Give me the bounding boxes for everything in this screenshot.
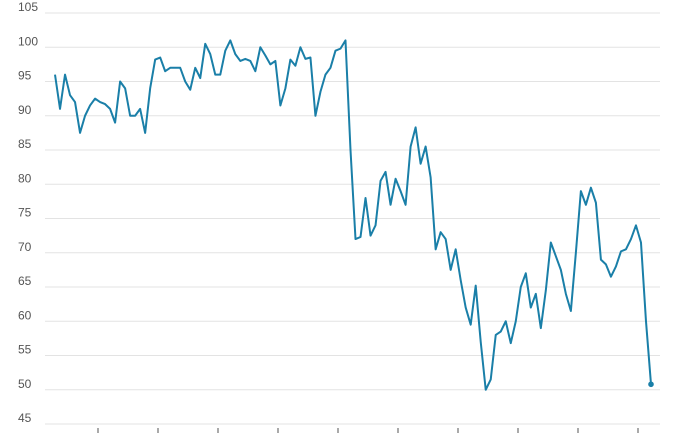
data-line [54, 39, 652, 391]
y-tick-label: 70 [18, 240, 32, 254]
y-tick-label: 85 [18, 137, 32, 151]
y-tick-label: 105 [18, 0, 38, 14]
y-tick-label: 100 [18, 34, 38, 48]
y-tick-label: 45 [18, 411, 32, 425]
y-tick-label: 80 [18, 171, 32, 185]
y-tick-label: 50 [18, 377, 32, 391]
y-tick-label: 65 [18, 274, 32, 288]
y-tick-label: 55 [18, 343, 32, 357]
y-tick-label: 75 [18, 206, 32, 220]
end-point [648, 381, 654, 388]
y-tick-label: 95 [18, 69, 32, 83]
y-tick-label: 60 [18, 308, 32, 322]
y-tick-label: 90 [18, 103, 32, 117]
x-axis-ticks [97, 428, 639, 433]
